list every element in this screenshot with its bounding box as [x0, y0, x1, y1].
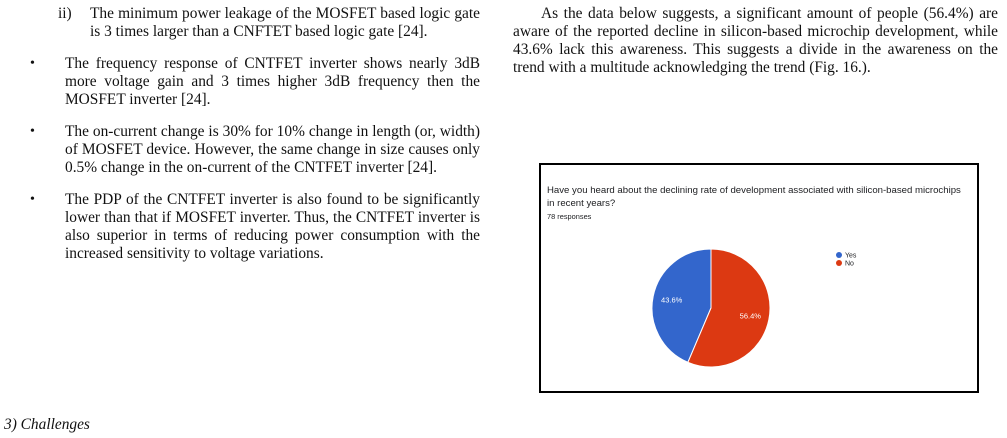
bullet-text: The frequency response of CNTFET inverte… [65, 55, 480, 108]
pie-chart-figure: Have you heard about the declining rate … [539, 163, 979, 393]
legend-swatch-yes [836, 252, 842, 258]
chart-title: Have you heard about the declining rate … [547, 185, 961, 209]
bullet-text: The PDP of the CNTFET inverter is also f… [65, 191, 480, 262]
legend-swatch-no [836, 260, 842, 266]
pie-slice-yes [651, 248, 712, 363]
legend-label-no: No [845, 261, 854, 268]
bullet-icon: • [30, 192, 35, 207]
pie-data-label-no: 56.4% [740, 312, 762, 321]
bullet-icon: • [30, 124, 35, 139]
roman-item-text: The minimum power leakage of the MOSFET … [90, 5, 480, 40]
bullet-item: • The frequency response of CNTFET inver… [28, 55, 480, 109]
bullet-text: The on-current change is 30% for 10% cha… [65, 123, 480, 176]
right-column-paragraph: As the data below suggests, a significan… [513, 5, 998, 76]
left-column: ii) The minimum power leakage of the MOS… [28, 5, 480, 277]
section-heading: 3) Challenges [4, 416, 90, 433]
bullet-icon: • [30, 56, 35, 71]
pie-slice-no [687, 248, 771, 368]
bullet-item: • The on-current change is 30% for 10% c… [28, 123, 480, 177]
pie-data-label-yes: 43.6% [661, 296, 683, 305]
legend-label-yes: Yes [845, 253, 857, 260]
chart-response-count: 78 responses [547, 212, 592, 221]
roman-list-item: ii) The minimum power leakage of the MOS… [58, 5, 480, 41]
bullet-item: • The PDP of the CNTFET inverter is also… [28, 191, 480, 263]
roman-numeral: ii) [58, 5, 72, 22]
